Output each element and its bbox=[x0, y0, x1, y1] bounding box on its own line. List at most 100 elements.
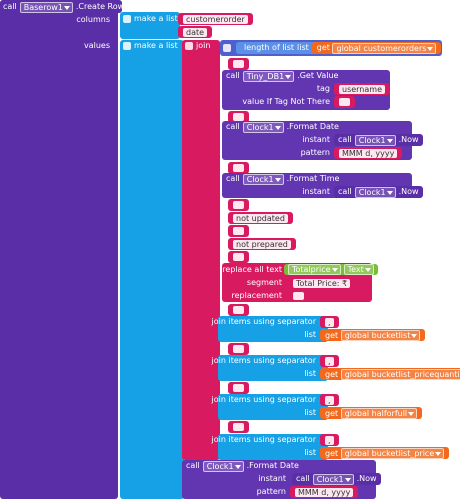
text: MMM d, yyyy bbox=[339, 148, 398, 158]
method: .Format Date bbox=[246, 461, 299, 470]
socket-label: replacement bbox=[231, 291, 282, 300]
add-row: length of list list get global customerord… bbox=[223, 42, 460, 54]
property-block[interactable]: Totalprice Text bbox=[284, 264, 378, 275]
method: .Create Row bbox=[75, 2, 125, 11]
call: call bbox=[226, 71, 240, 80]
join-separator-block[interactable] bbox=[218, 355, 328, 381]
text-block[interactable]: not updated bbox=[228, 212, 293, 224]
get-block[interactable]: get global bucketlist bbox=[320, 329, 426, 341]
call-row: call Clock1 .Format Time bbox=[226, 173, 339, 185]
component-dropdown[interactable]: Clock1 bbox=[202, 460, 244, 472]
variable-dropdown[interactable]: global bucketlist_pricequantity bbox=[340, 368, 460, 380]
operator: + bbox=[450, 43, 458, 52]
gear[interactable] bbox=[123, 15, 131, 23]
text: , bbox=[325, 356, 334, 366]
now-block[interactable]: call Clock1 .Now bbox=[334, 186, 423, 198]
call: call bbox=[226, 122, 240, 131]
method: .Now bbox=[356, 474, 377, 483]
text: , bbox=[325, 435, 334, 445]
component-dropdown[interactable]: Clock1 bbox=[242, 121, 284, 133]
component-dropdown[interactable]: Clock1 bbox=[354, 134, 396, 146]
empty-text-block[interactable] bbox=[228, 58, 249, 70]
join-separator-block[interactable] bbox=[218, 316, 328, 342]
text-block[interactable]: Total Price: ₹ bbox=[288, 277, 356, 289]
component-dropdown[interactable]: Totalprice bbox=[288, 264, 341, 275]
text-block[interactable]: , bbox=[320, 394, 339, 406]
component-dropdown[interactable]: Tiny_DB1 bbox=[242, 70, 295, 82]
text-block[interactable]: MMM d, yyyy bbox=[334, 147, 403, 159]
empty-text-block[interactable] bbox=[228, 382, 249, 394]
empty-text-block[interactable] bbox=[228, 225, 249, 237]
method: .Get Value bbox=[297, 71, 339, 80]
get-block[interactable]: get global customerorders bbox=[311, 42, 442, 54]
variable-dropdown[interactable]: global customerorders bbox=[332, 42, 437, 54]
empty-text-block[interactable] bbox=[228, 421, 249, 433]
gear[interactable] bbox=[123, 42, 131, 50]
empty-text-block[interactable] bbox=[288, 290, 309, 302]
make-list-block[interactable] bbox=[120, 40, 184, 499]
text-block[interactable]: date bbox=[178, 26, 213, 38]
variable-dropdown[interactable]: global bucketlist_price bbox=[340, 447, 445, 459]
socket-label: segment bbox=[246, 278, 282, 287]
text: MMM d, yyyy bbox=[295, 487, 354, 497]
join-separator-block[interactable] bbox=[218, 434, 328, 460]
method: .Now bbox=[398, 187, 419, 196]
get-block[interactable]: get global bucketlist_pricequantity bbox=[320, 368, 460, 380]
empty-text-block[interactable] bbox=[334, 96, 355, 108]
socket-label: pattern bbox=[256, 487, 286, 496]
variable-dropdown[interactable]: global halforfull bbox=[340, 407, 418, 419]
call: call bbox=[186, 461, 200, 470]
call: call bbox=[296, 474, 310, 483]
call: call bbox=[3, 2, 17, 11]
component-dropdown[interactable]: Clock1 bbox=[354, 186, 396, 198]
text-block[interactable]: , bbox=[320, 434, 339, 446]
text-block[interactable]: customerorder bbox=[178, 13, 253, 25]
join-separator-block[interactable] bbox=[218, 394, 328, 420]
now-block[interactable]: call Clock1 .Now bbox=[292, 473, 381, 485]
component-dropdown[interactable]: Clock1 bbox=[242, 173, 284, 185]
get: get bbox=[325, 330, 339, 340]
text-block[interactable]: , bbox=[320, 355, 339, 367]
text-block[interactable]: username bbox=[334, 83, 390, 95]
socket-label: tag bbox=[316, 84, 330, 93]
get-block[interactable]: get global halforfull bbox=[320, 407, 423, 419]
label: join items using separator bbox=[211, 435, 316, 444]
text: , bbox=[325, 317, 334, 327]
get-block[interactable]: get global bucketlist_price bbox=[320, 447, 450, 459]
call-row: call Clock1 .Format Date bbox=[226, 121, 339, 133]
text-block[interactable]: MMM d, yyyy bbox=[290, 486, 359, 498]
socket-label: list bbox=[304, 448, 316, 457]
empty-text-block[interactable] bbox=[228, 199, 249, 211]
socket-label: list bbox=[304, 369, 316, 378]
get: get bbox=[325, 369, 339, 379]
empty-text-block[interactable] bbox=[228, 343, 249, 355]
call: call bbox=[338, 135, 352, 144]
join-block[interactable] bbox=[182, 40, 220, 460]
call: call bbox=[226, 174, 240, 183]
get: get bbox=[325, 448, 339, 458]
socket-label: values bbox=[83, 41, 110, 50]
text: Total Price: ₹ bbox=[293, 278, 351, 288]
gear[interactable] bbox=[185, 42, 193, 50]
label: join items using separator bbox=[211, 317, 316, 326]
component-dropdown[interactable]: Baserow1 bbox=[19, 1, 73, 13]
method: .Now bbox=[398, 135, 419, 144]
empty-text-block[interactable] bbox=[228, 162, 249, 174]
empty-text-block[interactable] bbox=[228, 111, 249, 123]
empty-text-block[interactable] bbox=[228, 304, 249, 316]
get: get bbox=[325, 408, 339, 418]
make-list-label: make a list bbox=[123, 13, 178, 25]
variable-dropdown[interactable]: global bucketlist bbox=[340, 329, 421, 341]
empty-text-block[interactable] bbox=[228, 251, 249, 263]
create-row-block[interactable] bbox=[0, 0, 118, 499]
text-block[interactable]: not prepared bbox=[228, 238, 296, 250]
now-block[interactable]: call Clock1 .Now bbox=[334, 134, 423, 146]
method: .Format Time bbox=[286, 174, 340, 183]
gear[interactable] bbox=[223, 44, 231, 52]
component-dropdown[interactable]: Clock1 bbox=[312, 473, 354, 485]
text-block[interactable]: , bbox=[320, 316, 339, 328]
text: date bbox=[183, 27, 208, 37]
property-dropdown[interactable]: Text bbox=[343, 264, 374, 275]
create-row-title: call Baserow1 .Create Row bbox=[3, 1, 124, 13]
